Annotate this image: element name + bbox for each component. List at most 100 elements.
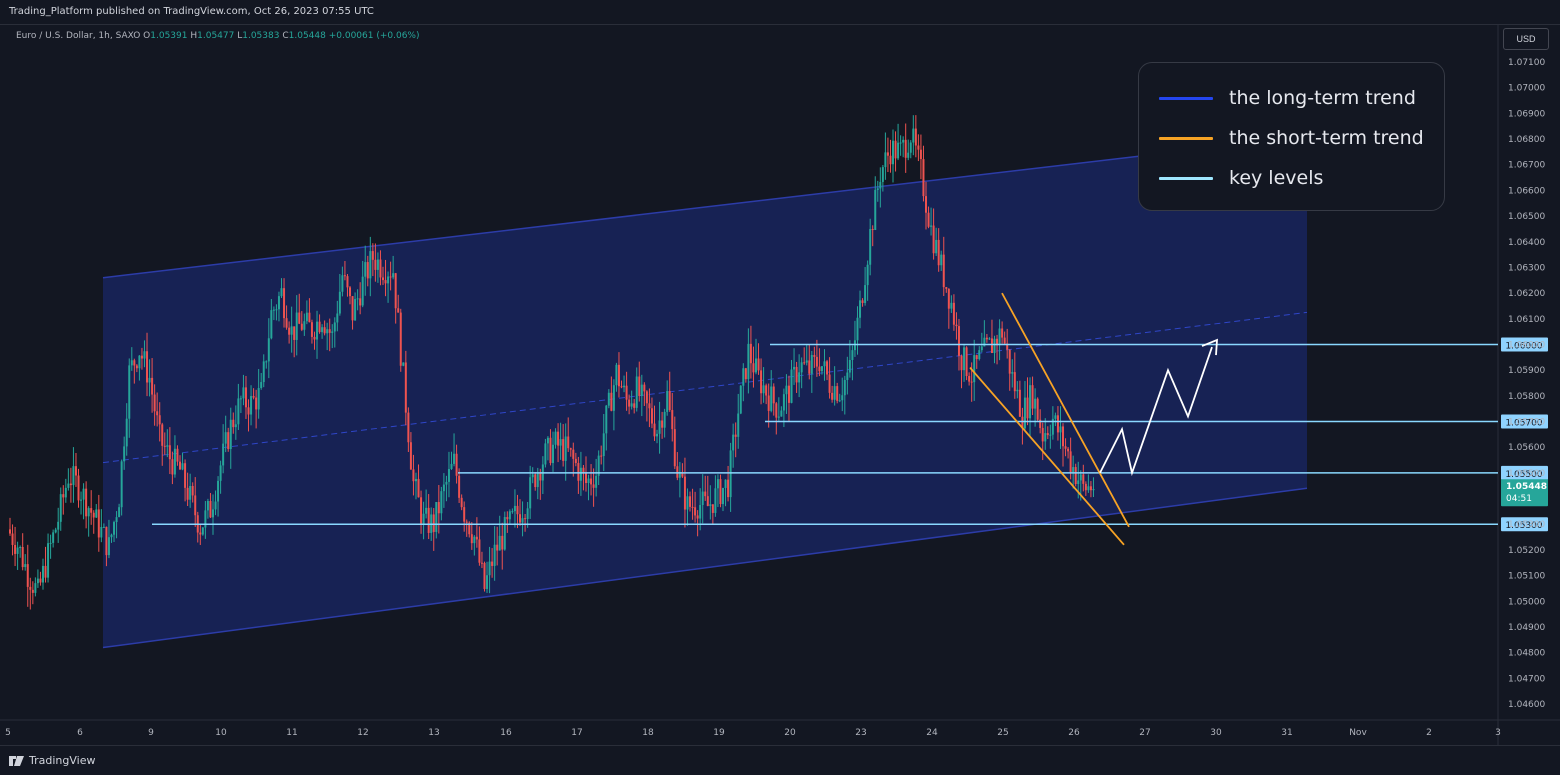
- countdown-label: 04:51: [1506, 494, 1532, 504]
- candle-body: [102, 526, 105, 528]
- candle-body: [597, 455, 600, 476]
- y-axis-tick-label: 1.06400: [1508, 238, 1545, 248]
- candle-body: [1056, 415, 1059, 433]
- candle-body: [52, 532, 55, 543]
- candle-body: [404, 362, 407, 413]
- channel-median-line: [102, 311, 1308, 464]
- candle-body: [166, 445, 169, 447]
- candle-body: [1011, 372, 1014, 374]
- candle-body: [16, 547, 19, 554]
- candle-body: [442, 484, 445, 492]
- candle-body: [39, 578, 42, 583]
- candle-body: [224, 432, 227, 444]
- candle-body: [257, 388, 260, 410]
- candle-body: [729, 450, 732, 498]
- x-axis-tick-label: 25: [997, 728, 1008, 738]
- candle-body: [1026, 397, 1029, 419]
- candle-body: [11, 533, 14, 545]
- candle-body: [333, 322, 336, 332]
- candle-body: [298, 312, 301, 324]
- candle-body: [945, 287, 948, 289]
- candle-body: [54, 529, 57, 533]
- candle-body: [498, 535, 501, 551]
- candle-body: [833, 386, 836, 400]
- candle-body: [250, 396, 253, 415]
- currency-button[interactable]: USD: [1503, 28, 1549, 50]
- candle-body: [963, 347, 966, 371]
- footer-brand: TradingView: [29, 754, 96, 767]
- candle-body: [1092, 489, 1095, 491]
- candle-body: [762, 385, 765, 394]
- candle-body: [186, 487, 189, 500]
- candle-body: [432, 514, 435, 532]
- candle-body: [937, 239, 940, 266]
- candle-body: [440, 491, 443, 514]
- candle-body: [577, 463, 580, 481]
- tradingview-logo[interactable]: TradingView: [9, 754, 95, 767]
- y-axis-tick-label: 1.04700: [1508, 674, 1545, 684]
- candle-body: [841, 395, 844, 401]
- candle-body: [1064, 446, 1067, 449]
- candle-body: [1016, 389, 1019, 392]
- candle-body: [569, 448, 572, 450]
- candle-body: [234, 424, 237, 428]
- candle-body: [826, 361, 829, 375]
- x-axis-tick-label: 13: [428, 728, 439, 738]
- candle-body: [237, 398, 240, 425]
- x-axis-tick-label: 2: [1426, 728, 1432, 738]
- candle-body: [161, 424, 164, 446]
- legend-swatch-key-levels: [1159, 176, 1213, 180]
- projection-arrowhead: [1201, 338, 1218, 356]
- candle-body: [1079, 474, 1082, 481]
- candle-body: [671, 410, 674, 430]
- candle-body: [1059, 426, 1062, 433]
- candle-body: [1054, 415, 1057, 419]
- candle-body: [932, 225, 935, 254]
- candle-body: [417, 478, 420, 498]
- candle-body: [47, 543, 50, 578]
- candle-body: [780, 410, 783, 417]
- publisher-bar: Trading_Platform published on TradingVie…: [0, 0, 1560, 25]
- candle-body: [663, 411, 666, 428]
- candle-body: [638, 376, 641, 396]
- candle-body: [785, 385, 788, 395]
- short-trend-lower-line: [969, 367, 1125, 546]
- candle-body: [643, 384, 646, 392]
- candle-body: [85, 488, 88, 517]
- candle-body: [437, 502, 440, 514]
- candle-body: [694, 507, 697, 516]
- candle-body: [414, 478, 417, 482]
- candle-body: [546, 437, 549, 444]
- candle-body: [770, 386, 773, 411]
- candle-body: [280, 288, 283, 297]
- candle-body: [262, 361, 265, 383]
- candle-body: [534, 474, 537, 488]
- candle-body: [620, 386, 623, 388]
- candle-body: [336, 313, 339, 323]
- candle-body: [341, 275, 344, 292]
- candle-body: [869, 229, 872, 265]
- candle-body: [640, 384, 643, 396]
- candle-body: [927, 212, 930, 227]
- candle-body: [34, 583, 37, 593]
- candle-body: [369, 251, 372, 279]
- candle-body: [813, 355, 816, 357]
- candle-body: [387, 276, 390, 284]
- candle-body: [998, 328, 1001, 346]
- candle-body: [686, 496, 689, 510]
- price-change: +0.00061 (+0.06%): [328, 31, 420, 41]
- candle-body: [716, 479, 719, 489]
- y-axis-tick-label: 1.06600: [1508, 186, 1545, 196]
- candle-body: [465, 521, 468, 523]
- candle-body: [889, 155, 892, 165]
- ohlc-close: 1.05448: [288, 31, 326, 41]
- candle-body: [790, 369, 793, 403]
- legend-label-short-term: the short-term trend: [1229, 127, 1424, 149]
- candle-body: [194, 495, 197, 516]
- candle-body: [1039, 419, 1042, 428]
- candle-body: [552, 444, 554, 464]
- candle-body: [323, 327, 326, 334]
- candle-body: [630, 403, 633, 407]
- key-level-label: 1.05500: [1505, 470, 1542, 480]
